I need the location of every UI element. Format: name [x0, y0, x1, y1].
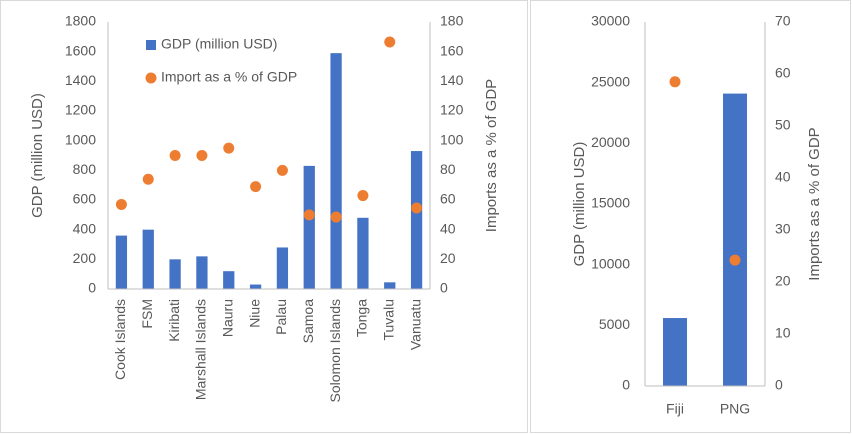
y-tick-label: 600 [73, 191, 97, 207]
y2-tick-label: 0 [775, 377, 783, 393]
bar [357, 217, 369, 289]
bar [663, 318, 687, 386]
y2-tick-label: 10 [775, 325, 791, 341]
y2-tick-label: 60 [440, 191, 456, 207]
marker [142, 173, 154, 185]
marker [384, 36, 396, 48]
marker [276, 164, 288, 176]
bar [169, 259, 181, 289]
y-tick-label: 20000 [591, 134, 630, 150]
y-tick-label: 1200 [65, 102, 96, 118]
y-tick-label: 10000 [591, 255, 630, 271]
panel-border [0, 0, 528, 433]
y-axis-title: GDP (million USD) [29, 93, 46, 218]
legend-label: Import as a % of GDP [161, 69, 297, 85]
y2-tick-label: 100 [440, 131, 464, 147]
x-tick-label: PNG [720, 401, 750, 417]
y-tick-label: 1000 [65, 131, 96, 147]
panel-border [530, 0, 851, 433]
x-tick-label: Kiribati [166, 299, 182, 342]
y-tick-label: 25000 [591, 73, 630, 89]
x-tick-label: Cook Islands [112, 299, 128, 380]
y2-tick-label: 20 [440, 250, 456, 266]
x-tick-label: Tonga [354, 299, 370, 337]
x-tick-label: Vanuatu [407, 299, 423, 350]
y-tick-label: 0 [88, 280, 96, 296]
y2-tick-label: 160 [440, 42, 464, 58]
bar [384, 282, 396, 289]
y2-tick-label: 120 [440, 102, 464, 118]
marker [115, 198, 127, 210]
y-axis-title: GDP (million USD) [571, 142, 588, 267]
y-tick-label: 15000 [591, 195, 630, 211]
y2-tick-label: 0 [440, 280, 448, 296]
y-tick-label: 0 [622, 377, 630, 393]
bar [223, 271, 235, 289]
bar [410, 151, 423, 289]
bar [142, 229, 154, 289]
y2-tick-label: 80 [440, 161, 456, 177]
y2-tick-label: 20 [775, 273, 791, 289]
y-tick-label: 1400 [65, 72, 96, 88]
x-tick-label: Palau [273, 299, 289, 335]
marker [357, 190, 369, 202]
bar [276, 247, 289, 289]
marker [729, 254, 741, 266]
y2-axis-title: Imports as a % of GDP [806, 127, 823, 280]
x-tick-label: Niue [246, 299, 262, 328]
y2-tick-label: 140 [440, 72, 464, 88]
x-tick-label: FSM [139, 299, 155, 329]
y2-tick-label: 50 [775, 117, 791, 133]
y2-tick-label: 60 [775, 65, 791, 81]
x-tick-label: Tuvalu [380, 299, 396, 341]
x-tick-label: Nauru [219, 299, 235, 337]
marker [223, 142, 235, 154]
y-tick-label: 200 [73, 250, 97, 266]
legend-swatch [146, 40, 156, 50]
marker [330, 211, 342, 223]
bar [196, 256, 208, 289]
marker [196, 150, 208, 161]
marker [169, 150, 181, 161]
x-tick-label: Samoa [300, 299, 316, 344]
bar [330, 53, 342, 290]
marker [303, 209, 315, 221]
y-tick-label: 30000 [591, 13, 630, 29]
bar [723, 93, 747, 386]
x-tick-label: Marshall Islands [193, 299, 209, 400]
bar [303, 165, 315, 289]
y-tick-label: 1800 [65, 13, 96, 29]
bar [249, 284, 262, 289]
x-tick-label: Solomon Islands [327, 299, 343, 403]
y2-tick-label: 70 [775, 13, 791, 29]
y-tick-label: 5000 [599, 316, 630, 332]
y2-tick-label: 180 [440, 13, 464, 29]
y-tick-label: 800 [73, 161, 97, 177]
y2-axis-title: Imports as a % of GDP [483, 79, 500, 232]
y2-tick-label: 40 [775, 169, 791, 185]
bar [115, 235, 128, 289]
y2-tick-label: 30 [775, 221, 791, 237]
y-tick-label: 400 [73, 220, 97, 236]
y-tick-label: 1600 [65, 42, 96, 58]
marker [250, 181, 262, 193]
legend-label: GDP (million USD) [161, 36, 277, 52]
marker [669, 76, 681, 88]
x-tick-label: Fiji [666, 401, 684, 417]
y2-tick-label: 40 [440, 220, 456, 236]
legend-swatch [145, 72, 157, 84]
marker [411, 202, 423, 214]
